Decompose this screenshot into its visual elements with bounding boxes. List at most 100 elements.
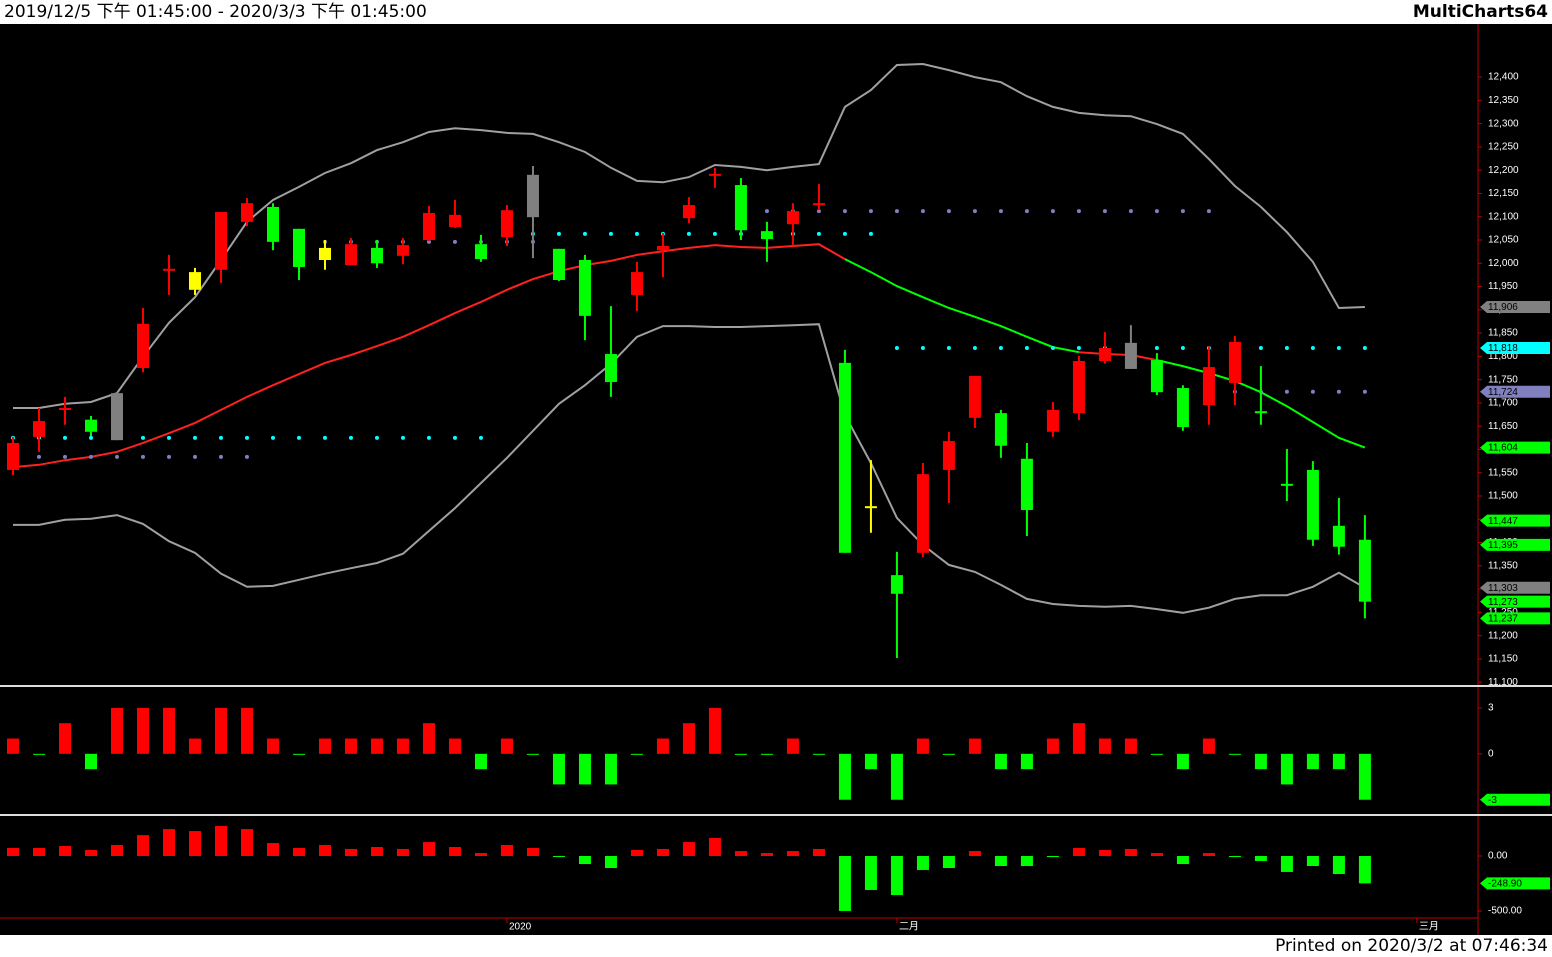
bar: [318, 738, 331, 754]
level-dot: [868, 231, 873, 236]
bar: [1254, 753, 1267, 770]
level-dot: [88, 454, 93, 459]
x-tick-label: 三月: [1419, 921, 1439, 933]
level-dot: [114, 454, 119, 459]
level-dot: [1310, 345, 1315, 350]
level-dot: [192, 454, 197, 459]
candle-body: [1124, 342, 1137, 369]
candle-body: [84, 419, 97, 432]
candle-body: [812, 203, 825, 206]
bar: [1202, 853, 1215, 857]
y-tick-label: 12,050: [1488, 235, 1519, 246]
y-tick-label: 0: [1488, 748, 1494, 759]
level-dot: [296, 435, 301, 440]
level-dot: [36, 454, 41, 459]
level-dot: [452, 435, 457, 440]
bar: [734, 753, 747, 755]
level-dot: [244, 435, 249, 440]
bar: [6, 847, 19, 857]
level-dot: [998, 209, 1003, 214]
x-tick-label: 2020: [509, 922, 532, 933]
printed-note: Printed on 2020/3/2 at 07:46:34: [1275, 936, 1548, 956]
level-dot: [946, 209, 951, 214]
bar: [1150, 853, 1163, 857]
last-value-label: 11,906: [1488, 302, 1518, 313]
y-tick-label: 11,750: [1488, 374, 1518, 385]
bar: [188, 738, 201, 754]
level-dot: [842, 231, 847, 236]
bar: [838, 753, 851, 800]
candle-body: [214, 212, 227, 270]
bar: [32, 847, 45, 857]
last-value-label: 11,818: [1488, 343, 1518, 354]
candle-body: [994, 413, 1007, 446]
bar: [526, 847, 539, 857]
level-dot: [374, 435, 379, 440]
candle-body: [604, 354, 617, 382]
bar: [734, 851, 747, 857]
bar: [344, 738, 357, 754]
level-dot: [218, 435, 223, 440]
candle-body: [1280, 483, 1293, 486]
level-dot: [712, 231, 717, 236]
candle-body: [1046, 409, 1059, 432]
candle-body: [58, 407, 71, 410]
bar: [474, 753, 487, 770]
bar: [240, 707, 253, 754]
bar: [136, 835, 149, 857]
last-value-marker: [1480, 793, 1550, 806]
last-value-label: 11,724: [1488, 387, 1518, 398]
level-dot: [1076, 345, 1081, 350]
y-tick-label: 12,300: [1488, 118, 1519, 129]
bar: [786, 738, 799, 754]
y-tick-label: 11,500: [1488, 491, 1518, 502]
bar: [162, 829, 175, 857]
bar: [1072, 723, 1085, 754]
bar: [890, 856, 903, 896]
candle-body: [188, 272, 201, 290]
bar: [760, 753, 773, 755]
y-tick-label: 11,550: [1488, 467, 1518, 478]
y-tick-label: 11,850: [1488, 328, 1518, 339]
level-dot: [192, 435, 197, 440]
level-dot: [1180, 209, 1185, 214]
bar: [188, 831, 201, 857]
bar: [994, 753, 1007, 770]
y-tick-label: 0.00: [1488, 851, 1508, 862]
bar: [110, 707, 123, 754]
level-dot: [1206, 209, 1211, 214]
level-dot: [1024, 209, 1029, 214]
candle-body: [266, 206, 279, 242]
bar: [396, 738, 409, 754]
last-value-marker: [1480, 301, 1550, 314]
candle-body: [500, 210, 513, 238]
level-dot: [608, 231, 613, 236]
candle-body: [890, 575, 903, 594]
last-value-label: 11,273: [1488, 597, 1518, 608]
candle-body: [1150, 360, 1163, 393]
y-tick-label: 3: [1488, 703, 1494, 714]
candle-body: [1254, 411, 1267, 414]
bar: [1332, 856, 1345, 875]
bar: [1358, 856, 1371, 884]
candle-body: [838, 362, 851, 553]
level-dot: [140, 454, 145, 459]
indicator-line: [13, 62, 1365, 409]
candle-body: [1228, 341, 1241, 383]
level-dot: [764, 209, 769, 214]
candle-body: [448, 214, 461, 227]
candle-body: [526, 174, 539, 218]
level-dot: [1362, 345, 1367, 350]
last-value-label: 11,303: [1488, 583, 1518, 594]
bar: [968, 738, 981, 754]
y-tick-label: 12,200: [1488, 165, 1519, 176]
bar: [1124, 738, 1137, 754]
candle-body: [136, 323, 149, 368]
last-value-marker: [1480, 514, 1550, 527]
bar: [916, 738, 929, 754]
bar: [942, 856, 955, 868]
bar: [1020, 856, 1033, 867]
bar: [266, 843, 279, 857]
bar: [1202, 738, 1215, 754]
level-dot: [452, 239, 457, 244]
